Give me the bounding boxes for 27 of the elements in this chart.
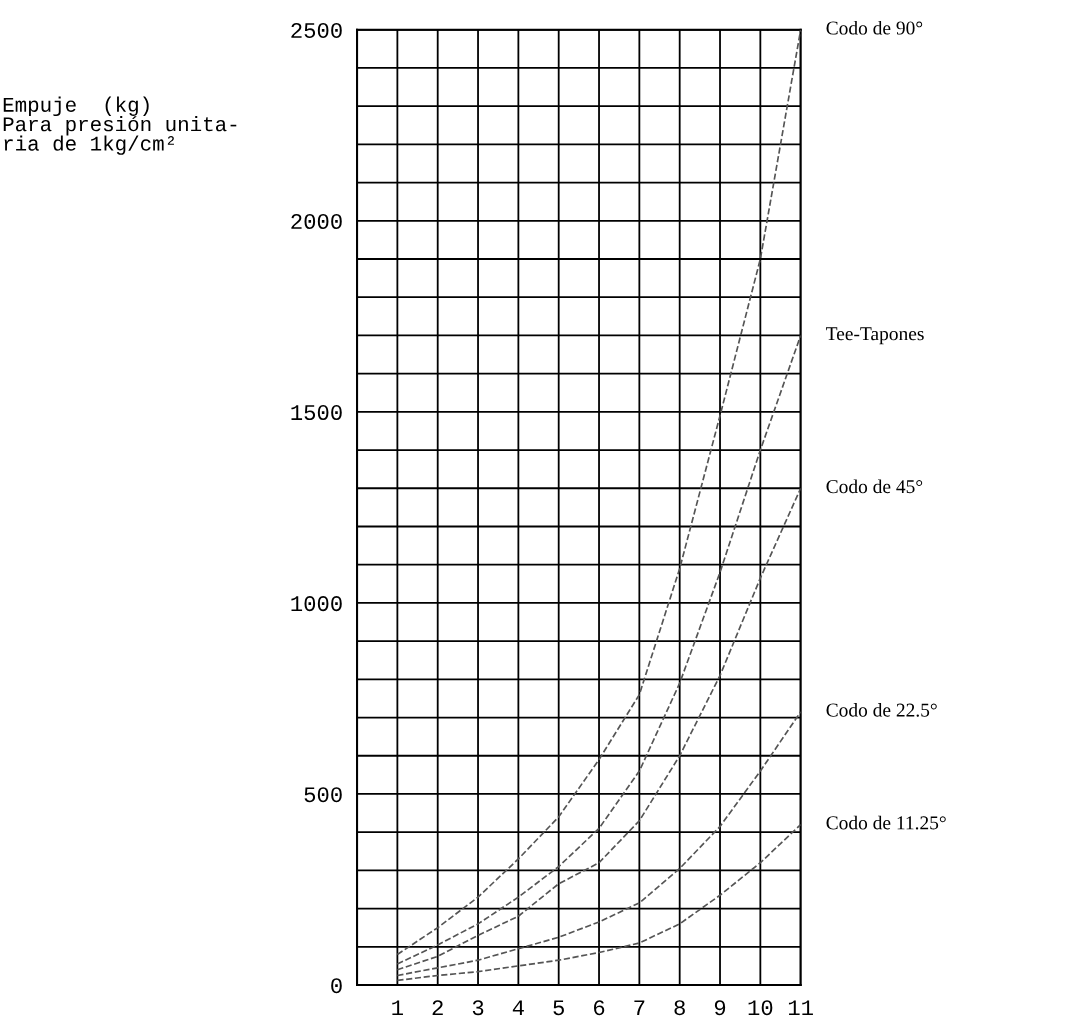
x-tick-label: 3	[472, 1000, 484, 1016]
x-tick-label: 4	[512, 1000, 524, 1016]
line-series	[396, 823, 801, 982]
x-tick-label: 9	[714, 1000, 726, 1016]
line-series	[396, 487, 801, 971]
line-series	[396, 334, 801, 965]
x-tick-label: 7	[634, 1000, 645, 1016]
y-tick-label: 1500	[291, 405, 342, 421]
series-label: Tee-Tapones	[826, 327, 924, 345]
series-label: Codo de 11.25°	[826, 815, 946, 830]
x-tick-label: 10	[748, 1000, 773, 1016]
x-tick-label: 5	[553, 1000, 564, 1016]
y-axis-title: Empuje (kg) Para presión unita- ria de 1kg/cm²	[3, 96, 237, 155]
series-label: Codo de 45°	[826, 479, 923, 494]
y-tick-label: 2000	[291, 213, 342, 230]
y-tick-label: 2500	[291, 22, 342, 38]
x-tick-label: 6	[594, 1000, 605, 1016]
series-label: Codo de 90°	[826, 20, 923, 35]
y-tick-label: 1000	[291, 596, 342, 612]
x-tick-label: 2	[432, 1000, 443, 1016]
y-tick-label: 0	[331, 978, 342, 994]
y-tick-label: 500	[304, 787, 342, 803]
x-tick-label: 8	[674, 1000, 685, 1016]
series-label: Codo de 22.5°	[826, 702, 937, 717]
x-tick-label: 1	[392, 1000, 403, 1016]
line-series	[396, 710, 801, 977]
x-tick-label: 11	[788, 1000, 813, 1016]
